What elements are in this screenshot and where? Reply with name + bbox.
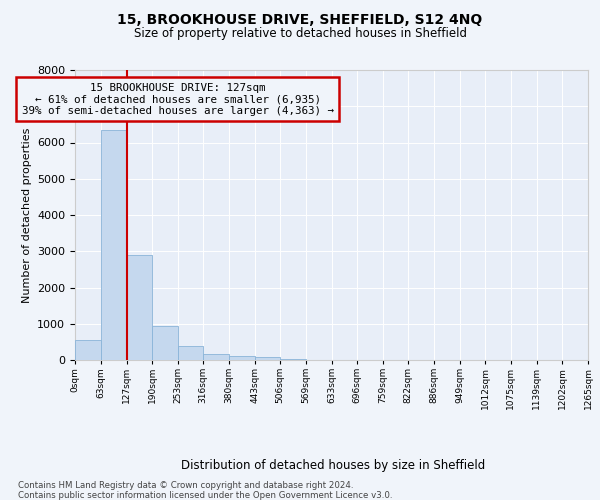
Text: 15, BROOKHOUSE DRIVE, SHEFFIELD, S12 4NQ: 15, BROOKHOUSE DRIVE, SHEFFIELD, S12 4NQ xyxy=(118,12,482,26)
Bar xyxy=(280,359,306,360)
Text: 15 BROOKHOUSE DRIVE: 127sqm
← 61% of detached houses are smaller (6,935)
39% of : 15 BROOKHOUSE DRIVE: 127sqm ← 61% of det… xyxy=(22,82,334,116)
Text: Contains HM Land Registry data © Crown copyright and database right 2024.: Contains HM Land Registry data © Crown c… xyxy=(18,481,353,490)
Bar xyxy=(203,354,229,360)
Y-axis label: Number of detached properties: Number of detached properties xyxy=(22,128,32,302)
Bar xyxy=(254,358,280,360)
Bar xyxy=(75,340,101,360)
Text: Distribution of detached houses by size in Sheffield: Distribution of detached houses by size … xyxy=(181,460,485,472)
Bar xyxy=(127,255,152,360)
Bar xyxy=(152,326,178,360)
Text: Contains public sector information licensed under the Open Government Licence v3: Contains public sector information licen… xyxy=(18,491,392,500)
Text: Size of property relative to detached houses in Sheffield: Size of property relative to detached ho… xyxy=(133,28,467,40)
Bar xyxy=(178,346,203,360)
Bar xyxy=(229,356,254,360)
Bar xyxy=(101,130,127,360)
